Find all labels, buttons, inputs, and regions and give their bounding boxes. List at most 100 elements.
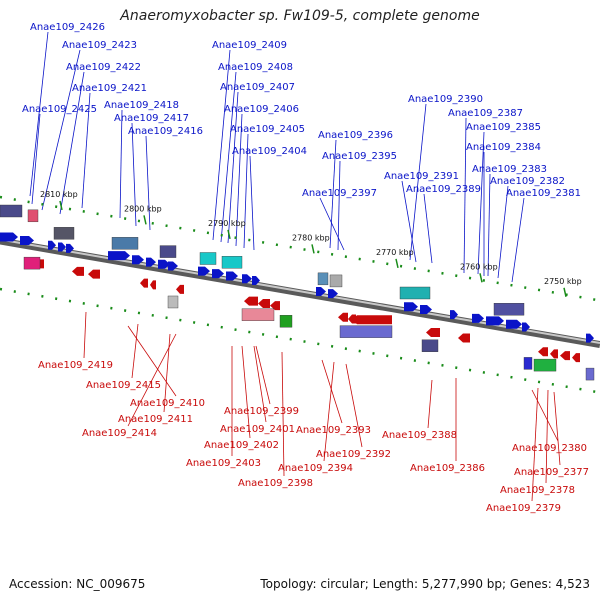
callout-line <box>487 173 491 277</box>
reverse-gene-arrow <box>338 312 348 322</box>
topology-text: Topology: circular; Length: 5,277,990 bp… <box>260 577 590 591</box>
gene-label: Anae109_2398 <box>238 478 313 489</box>
gene-label: Anae109_2381 <box>506 188 581 199</box>
forward-gene-arrow <box>316 287 326 297</box>
reverse-gene-arrow <box>88 269 100 279</box>
forward-gene-arrow <box>212 269 224 279</box>
callout-line <box>531 389 559 442</box>
reverse-gene-arrow <box>560 351 570 361</box>
gene-box <box>421 339 439 352</box>
reverse-gene-arrow <box>538 347 548 357</box>
callout-line <box>255 345 271 405</box>
tick-mark <box>563 287 567 298</box>
gene-label: Anae109_2391 <box>384 171 459 182</box>
forward-gene-arrow <box>48 240 56 250</box>
callout-line <box>227 91 239 244</box>
callout-line <box>235 113 243 247</box>
forward-gene-arrow <box>0 232 18 242</box>
callout-line <box>145 135 151 231</box>
callout-line <box>83 311 87 359</box>
callout-line <box>249 155 255 251</box>
reverse-gene-arrow <box>426 327 440 337</box>
callout-line <box>321 359 343 424</box>
gene-box <box>493 303 525 316</box>
forward-gene-arrow <box>506 319 522 329</box>
forward-gene-arrow <box>420 304 432 314</box>
gene-label: Anae109_2382 <box>490 176 565 187</box>
tick-mark <box>227 229 231 240</box>
callout-line <box>59 71 85 215</box>
tick-label: 2770 kbp <box>376 248 414 257</box>
forward-gene-arrow <box>58 242 66 252</box>
callout-line <box>281 351 285 477</box>
reverse-gene-arrow <box>270 301 280 311</box>
callout-line <box>319 197 345 251</box>
gene-label: Anae109_2423 <box>62 40 137 51</box>
reverse-gene-arrow <box>572 353 580 363</box>
callout-line <box>545 389 549 484</box>
gene-label: Anae109_2385 <box>466 122 541 133</box>
gene-box <box>585 367 595 381</box>
gene-label: Anae109_2396 <box>318 130 393 141</box>
forward-gene-arrow <box>132 255 144 265</box>
gene-box <box>53 227 75 240</box>
gene-box <box>221 256 243 269</box>
callout-line <box>463 117 467 274</box>
gene-label: Anae109_2406 <box>224 104 299 115</box>
callout-line <box>401 180 417 263</box>
callout-line <box>127 333 177 427</box>
forward-gene-arrow <box>404 302 418 312</box>
forward-gene-arrow <box>20 235 34 245</box>
callout-line <box>423 193 433 264</box>
forward-gene-arrow <box>450 310 458 320</box>
tick-label: 2760 kbp <box>460 262 498 271</box>
gene-label: Anae109_2386 <box>410 463 485 474</box>
gene-label: Anae109_2402 <box>204 440 279 451</box>
reverse-gene-arrow <box>550 349 558 359</box>
gene-box <box>23 256 41 270</box>
gene-label: Anae109_2377 <box>514 467 589 478</box>
gene-label: Anae109_2421 <box>72 83 147 94</box>
callout-line <box>553 391 561 466</box>
callout-line <box>127 325 177 397</box>
gene-box <box>0 204 23 218</box>
gene-label: Anae109_2422 <box>66 62 141 73</box>
forward-gene-arrow <box>108 251 130 261</box>
forward-gene-arrow <box>472 313 484 323</box>
callout-line <box>131 122 137 227</box>
tick-label: 2780 kbp <box>292 233 330 242</box>
gene-label: Anae109_2387 <box>448 108 523 119</box>
gene-box <box>241 308 275 321</box>
gene-label: Anae109_2380 <box>512 443 587 454</box>
forward-gene-arrow <box>158 259 170 269</box>
gene-label: Anae109_2419 <box>38 360 113 371</box>
forward-gene-arrow <box>168 261 178 271</box>
callout-line <box>241 345 251 439</box>
forward-gene-arrow <box>66 243 74 253</box>
gene-box <box>199 252 217 265</box>
callout-line <box>477 131 485 275</box>
callout-line <box>41 49 81 211</box>
tick-label: 2750 kbp <box>544 277 582 286</box>
gene-box <box>167 295 179 309</box>
gene-label: Anae109_2405 <box>230 124 305 135</box>
callout-line <box>212 49 231 241</box>
tick-mark <box>143 215 147 225</box>
forward-gene-arrow <box>522 322 530 332</box>
gene-box <box>159 245 177 258</box>
gene-box <box>339 325 393 338</box>
tick-mark <box>395 258 399 269</box>
gene-label: Anae109_2388 <box>382 430 457 441</box>
reverse-gene-arrow <box>72 266 84 276</box>
gene-label: Anae109_2417 <box>114 113 189 124</box>
gene-label: Anae109_2401 <box>220 424 295 435</box>
gene-label: Anae109_2416 <box>128 126 203 137</box>
callout-line <box>337 160 341 251</box>
callout-line <box>409 103 427 261</box>
reverse-gene-arrow <box>150 280 156 290</box>
gene-label: Anae109_2392 <box>316 449 391 460</box>
gene-label: Anae109_2411 <box>118 414 193 425</box>
reverse-gene-arrow <box>458 333 470 343</box>
gene-label: Anae109_2394 <box>278 463 353 474</box>
